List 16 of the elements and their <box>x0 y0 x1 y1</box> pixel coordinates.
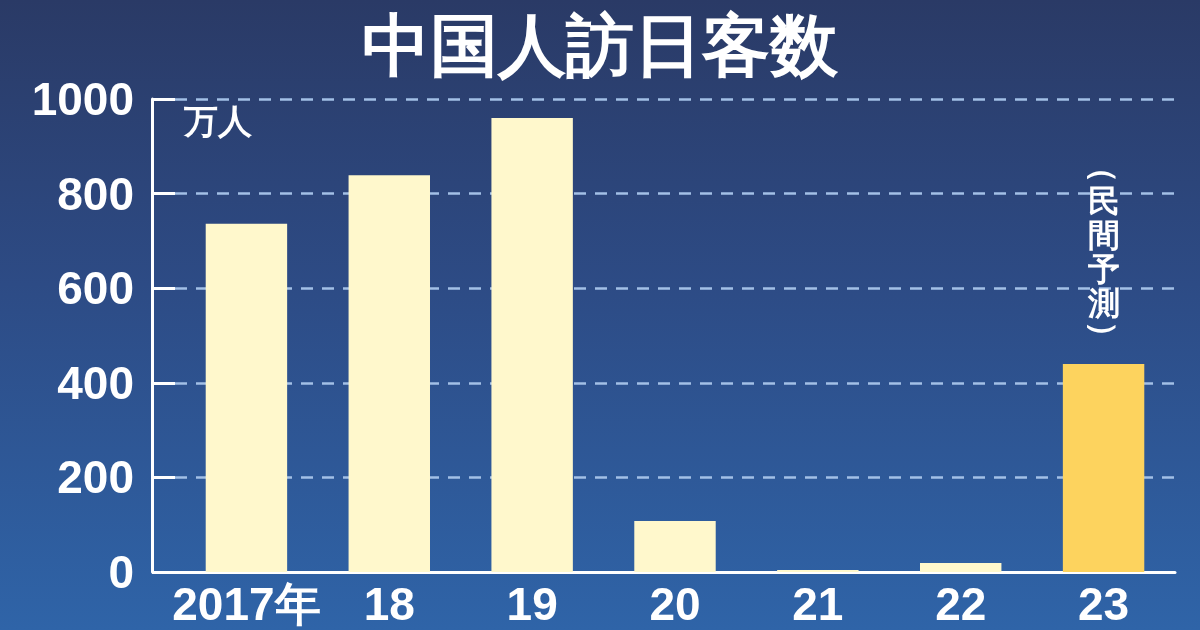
y-tick-label: 1000 <box>31 73 134 125</box>
x-tick-label: 20 <box>649 578 701 630</box>
y-tick-label: 200 <box>57 451 134 504</box>
x-tick-label: 23 <box>1077 578 1130 630</box>
y-tick-label: 0 <box>108 546 134 598</box>
annotation: （民間予測） <box>1083 149 1124 355</box>
x-tick-label: 21 <box>792 578 844 630</box>
x-tick-label: 22 <box>935 578 987 630</box>
y-tick-label: 400 <box>57 356 134 409</box>
y-axis-title: 万人 <box>183 101 253 141</box>
y-tick-label: 800 <box>57 167 134 220</box>
y-tick-label: 600 <box>57 262 134 315</box>
chart-title: 中国人訪日客数 <box>362 5 839 85</box>
x-tick-label: 18 <box>363 578 415 630</box>
x-tick-label: 2017年 <box>172 578 321 630</box>
x-tick-label: 19 <box>506 578 558 630</box>
